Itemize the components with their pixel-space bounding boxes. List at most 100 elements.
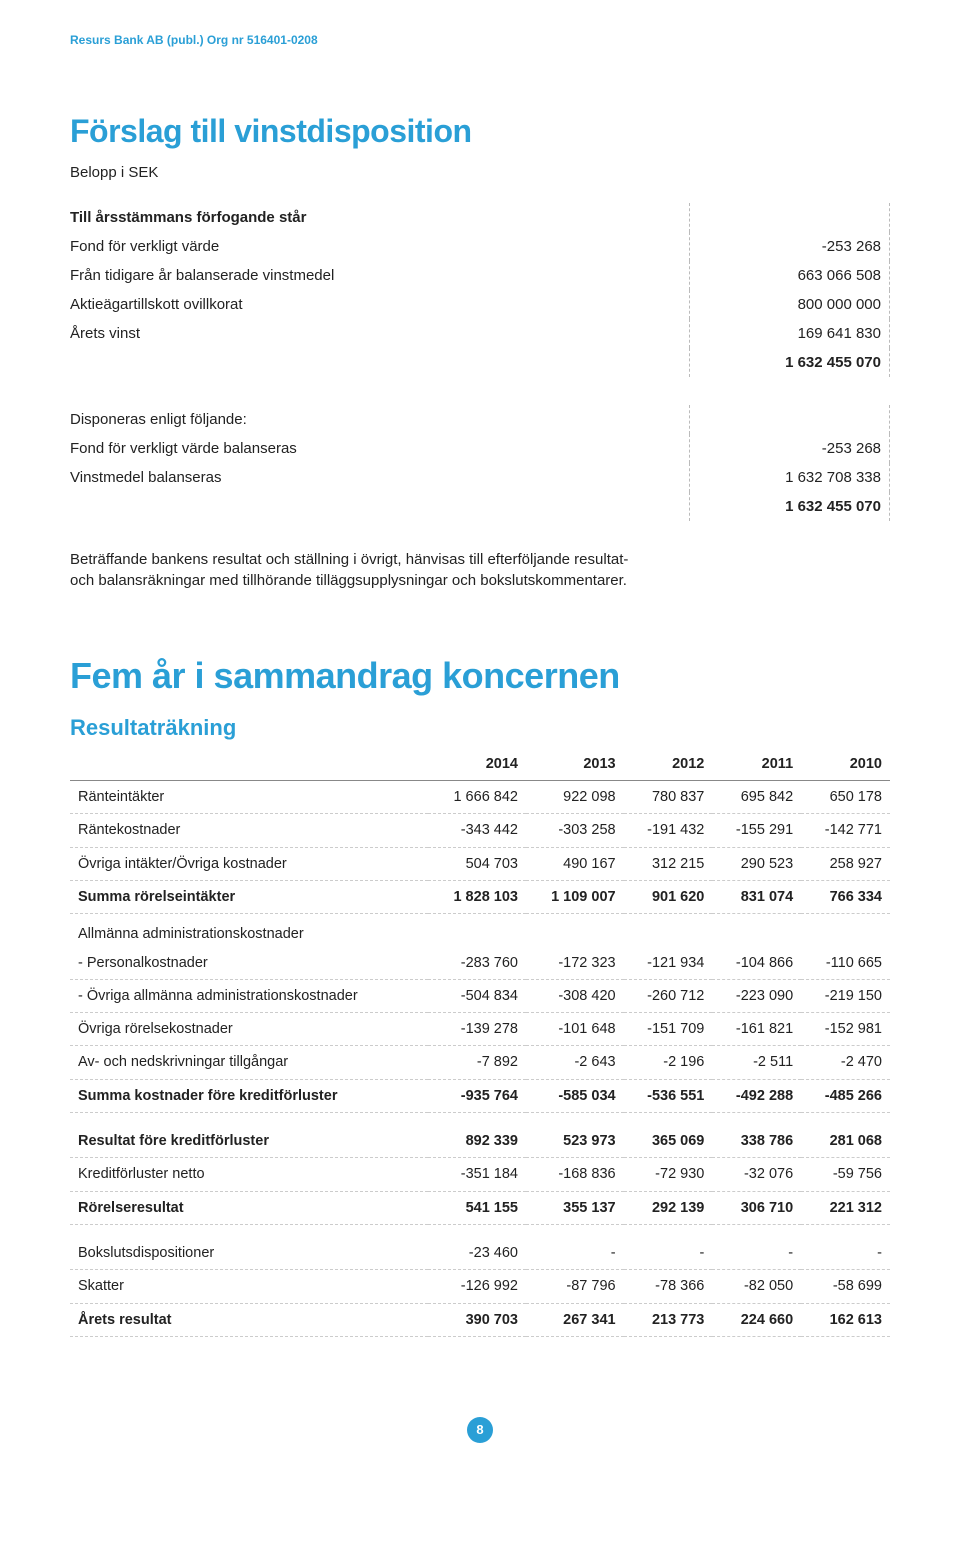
row-value: 312 215 <box>624 847 713 880</box>
row-value <box>428 1113 526 1126</box>
row-label: Kreditförluster netto <box>70 1158 428 1191</box>
row-value: -585 034 <box>526 1079 624 1112</box>
row-value <box>712 1224 801 1237</box>
financial-table: 2014 2013 2012 2011 2010 Ränteintäkter1 … <box>70 748 890 1337</box>
row-value: -101 648 <box>526 1013 624 1046</box>
row-value: -104 866 <box>712 947 801 980</box>
row-label <box>70 1113 428 1126</box>
row-value: -59 756 <box>801 1158 890 1191</box>
row-value: 1 666 842 <box>428 781 526 814</box>
row-value: -191 432 <box>624 814 713 847</box>
row-value: -172 323 <box>526 947 624 980</box>
table-row: Skatter-126 992-87 796-78 366-82 050-58 … <box>70 1270 890 1303</box>
row-value: 162 613 <box>801 1303 890 1336</box>
header-company: Resurs Bank AB (publ.) Org nr 516401-020… <box>70 32 890 49</box>
row-value: -351 184 <box>428 1158 526 1191</box>
row-label: Räntekostnader <box>70 814 428 847</box>
row-value <box>712 914 801 947</box>
row-value: 267 341 <box>526 1303 624 1336</box>
table-row: Summa rörelseintäkter1 828 1031 109 0079… <box>70 880 890 913</box>
row-value: 221 312 <box>801 1191 890 1224</box>
year-header: 2010 <box>801 748 890 781</box>
row-value: -7 892 <box>428 1046 526 1079</box>
row-value: -308 420 <box>526 979 624 1012</box>
row-value: 523 973 <box>526 1125 624 1158</box>
row-label: Resultat före kreditförluster <box>70 1125 428 1158</box>
row-label: Allmänna administrationskostnader <box>70 914 428 947</box>
row-value: 541 155 <box>428 1191 526 1224</box>
section1-title: Förslag till vinstdisposition <box>70 109 890 154</box>
row-value <box>624 1113 713 1126</box>
row-value: -536 551 <box>624 1079 713 1112</box>
row-value: 901 620 <box>624 880 713 913</box>
table-row: Räntekostnader-343 442-303 258-191 432-1… <box>70 814 890 847</box>
table-row: Övriga intäkter/Övriga kostnader504 7034… <box>70 847 890 880</box>
year-header: 2013 <box>526 748 624 781</box>
row-value: 365 069 <box>624 1125 713 1158</box>
row-value <box>624 914 713 947</box>
row-value: -253 268 <box>690 232 890 261</box>
table-row: Allmänna administrationskostnader <box>70 914 890 947</box>
row-value: 169 641 830 <box>690 319 890 348</box>
row-label: Från tidigare år balanserade vinstmedel <box>70 261 690 290</box>
row-value: -253 268 <box>690 434 890 463</box>
table-row: Kreditförluster netto-351 184-168 836-72… <box>70 1158 890 1191</box>
row-value: 490 167 <box>526 847 624 880</box>
row-value: 800 000 000 <box>690 290 890 319</box>
table-row <box>70 1113 890 1126</box>
disposition-table-1: Till årsstämmans förfogande står Fond fö… <box>70 203 890 377</box>
row-value: -139 278 <box>428 1013 526 1046</box>
row-value: -72 930 <box>624 1158 713 1191</box>
row-value: 892 339 <box>428 1125 526 1158</box>
row-value: - <box>801 1237 890 1270</box>
row-value: -223 090 <box>712 979 801 1012</box>
row-value <box>712 1113 801 1126</box>
table-row: Summa kostnader före kreditförluster-935… <box>70 1079 890 1112</box>
row-value: 831 074 <box>712 880 801 913</box>
row-value: -151 709 <box>624 1013 713 1046</box>
row-label: Årets vinst <box>70 319 690 348</box>
row-value <box>801 1224 890 1237</box>
row-value: 695 842 <box>712 781 801 814</box>
row-value <box>624 1224 713 1237</box>
table-row: - Övriga allmänna administrationskostnad… <box>70 979 890 1012</box>
table-row <box>70 1224 890 1237</box>
year-header: 2011 <box>712 748 801 781</box>
table-row: Årets resultat390 703267 341213 773224 6… <box>70 1303 890 1336</box>
row-value: -2 196 <box>624 1046 713 1079</box>
row-value: 1 828 103 <box>428 880 526 913</box>
row-label: Bokslutsdispositioner <box>70 1237 428 1270</box>
row-value: 922 098 <box>526 781 624 814</box>
row-label: Av- och nedskrivningar tillgångar <box>70 1046 428 1079</box>
row-value: 504 703 <box>428 847 526 880</box>
row-value: 338 786 <box>712 1125 801 1158</box>
row-value: 390 703 <box>428 1303 526 1336</box>
row-value: -142 771 <box>801 814 890 847</box>
row-label: Fond för verkligt värde <box>70 232 690 261</box>
row-value: 224 660 <box>712 1303 801 1336</box>
row-value <box>801 1113 890 1126</box>
table-row: Övriga rörelsekostnader-139 278-101 648-… <box>70 1013 890 1046</box>
block1-heading: Till årsstämmans förfogande står <box>70 203 690 232</box>
row-label: Årets resultat <box>70 1303 428 1336</box>
block2-total: 1 632 455 070 <box>690 492 890 521</box>
row-value: -110 665 <box>801 947 890 980</box>
row-value: - <box>526 1237 624 1270</box>
row-value: -485 266 <box>801 1079 890 1112</box>
row-value: 355 137 <box>526 1191 624 1224</box>
row-value <box>428 914 526 947</box>
section1-paragraph: Beträffande bankens resultat och ställni… <box>70 549 630 591</box>
page-number: 8 <box>467 1417 493 1443</box>
row-value: -283 760 <box>428 947 526 980</box>
row-label: - Personalkostnader <box>70 947 428 980</box>
row-label: Övriga rörelsekostnader <box>70 1013 428 1046</box>
section1-subtitle: Belopp i SEK <box>70 162 890 183</box>
row-value: -492 288 <box>712 1079 801 1112</box>
row-label: - Övriga allmänna administrationskostnad… <box>70 979 428 1012</box>
row-value <box>428 1224 526 1237</box>
block2-heading: Disponeras enligt följande: <box>70 405 690 434</box>
section2-subtitle: Resultaträkning <box>70 713 890 744</box>
row-value: 780 837 <box>624 781 713 814</box>
table-row: - Personalkostnader-283 760-172 323-121 … <box>70 947 890 980</box>
row-value: -168 836 <box>526 1158 624 1191</box>
